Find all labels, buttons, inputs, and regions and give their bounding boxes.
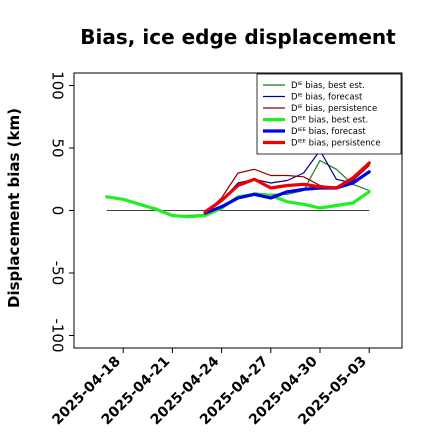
chart-title: Bias, ice edge displacement	[80, 25, 396, 49]
series-line-6	[203, 161, 371, 214]
legend-label-6: Dᴵᴱᴱ bias, persistence	[291, 139, 381, 149]
legend-box	[256, 73, 402, 155]
y-tick-label: 100	[49, 71, 67, 100]
y-tick-label: -50	[49, 261, 67, 286]
series-line-3	[204, 164, 370, 214]
legend: Dᴵᴱ bias, best est.Dᴵᴱ bias, forecastDᴵᴱ…	[256, 73, 402, 155]
y-tick-label: 50	[49, 138, 67, 157]
y-axis-label: Displacement bias (km)	[5, 108, 23, 308]
legend-label-2: Dᴵᴱ bias, forecast	[291, 93, 363, 103]
series-line-4	[105, 190, 371, 219]
legend-label-1: Dᴵᴱ bias, best est.	[291, 81, 365, 91]
y-tick-label: 0	[49, 206, 67, 216]
legend-label-3: Dᴵᴱ bias, persistence	[291, 104, 377, 114]
legend-label-5: Dᴵᴱᴱ bias, forecast	[291, 127, 366, 137]
y-tick-label: -100	[49, 318, 67, 352]
legend-label-4: Dᴵᴱᴱ bias, best est.	[291, 116, 368, 126]
